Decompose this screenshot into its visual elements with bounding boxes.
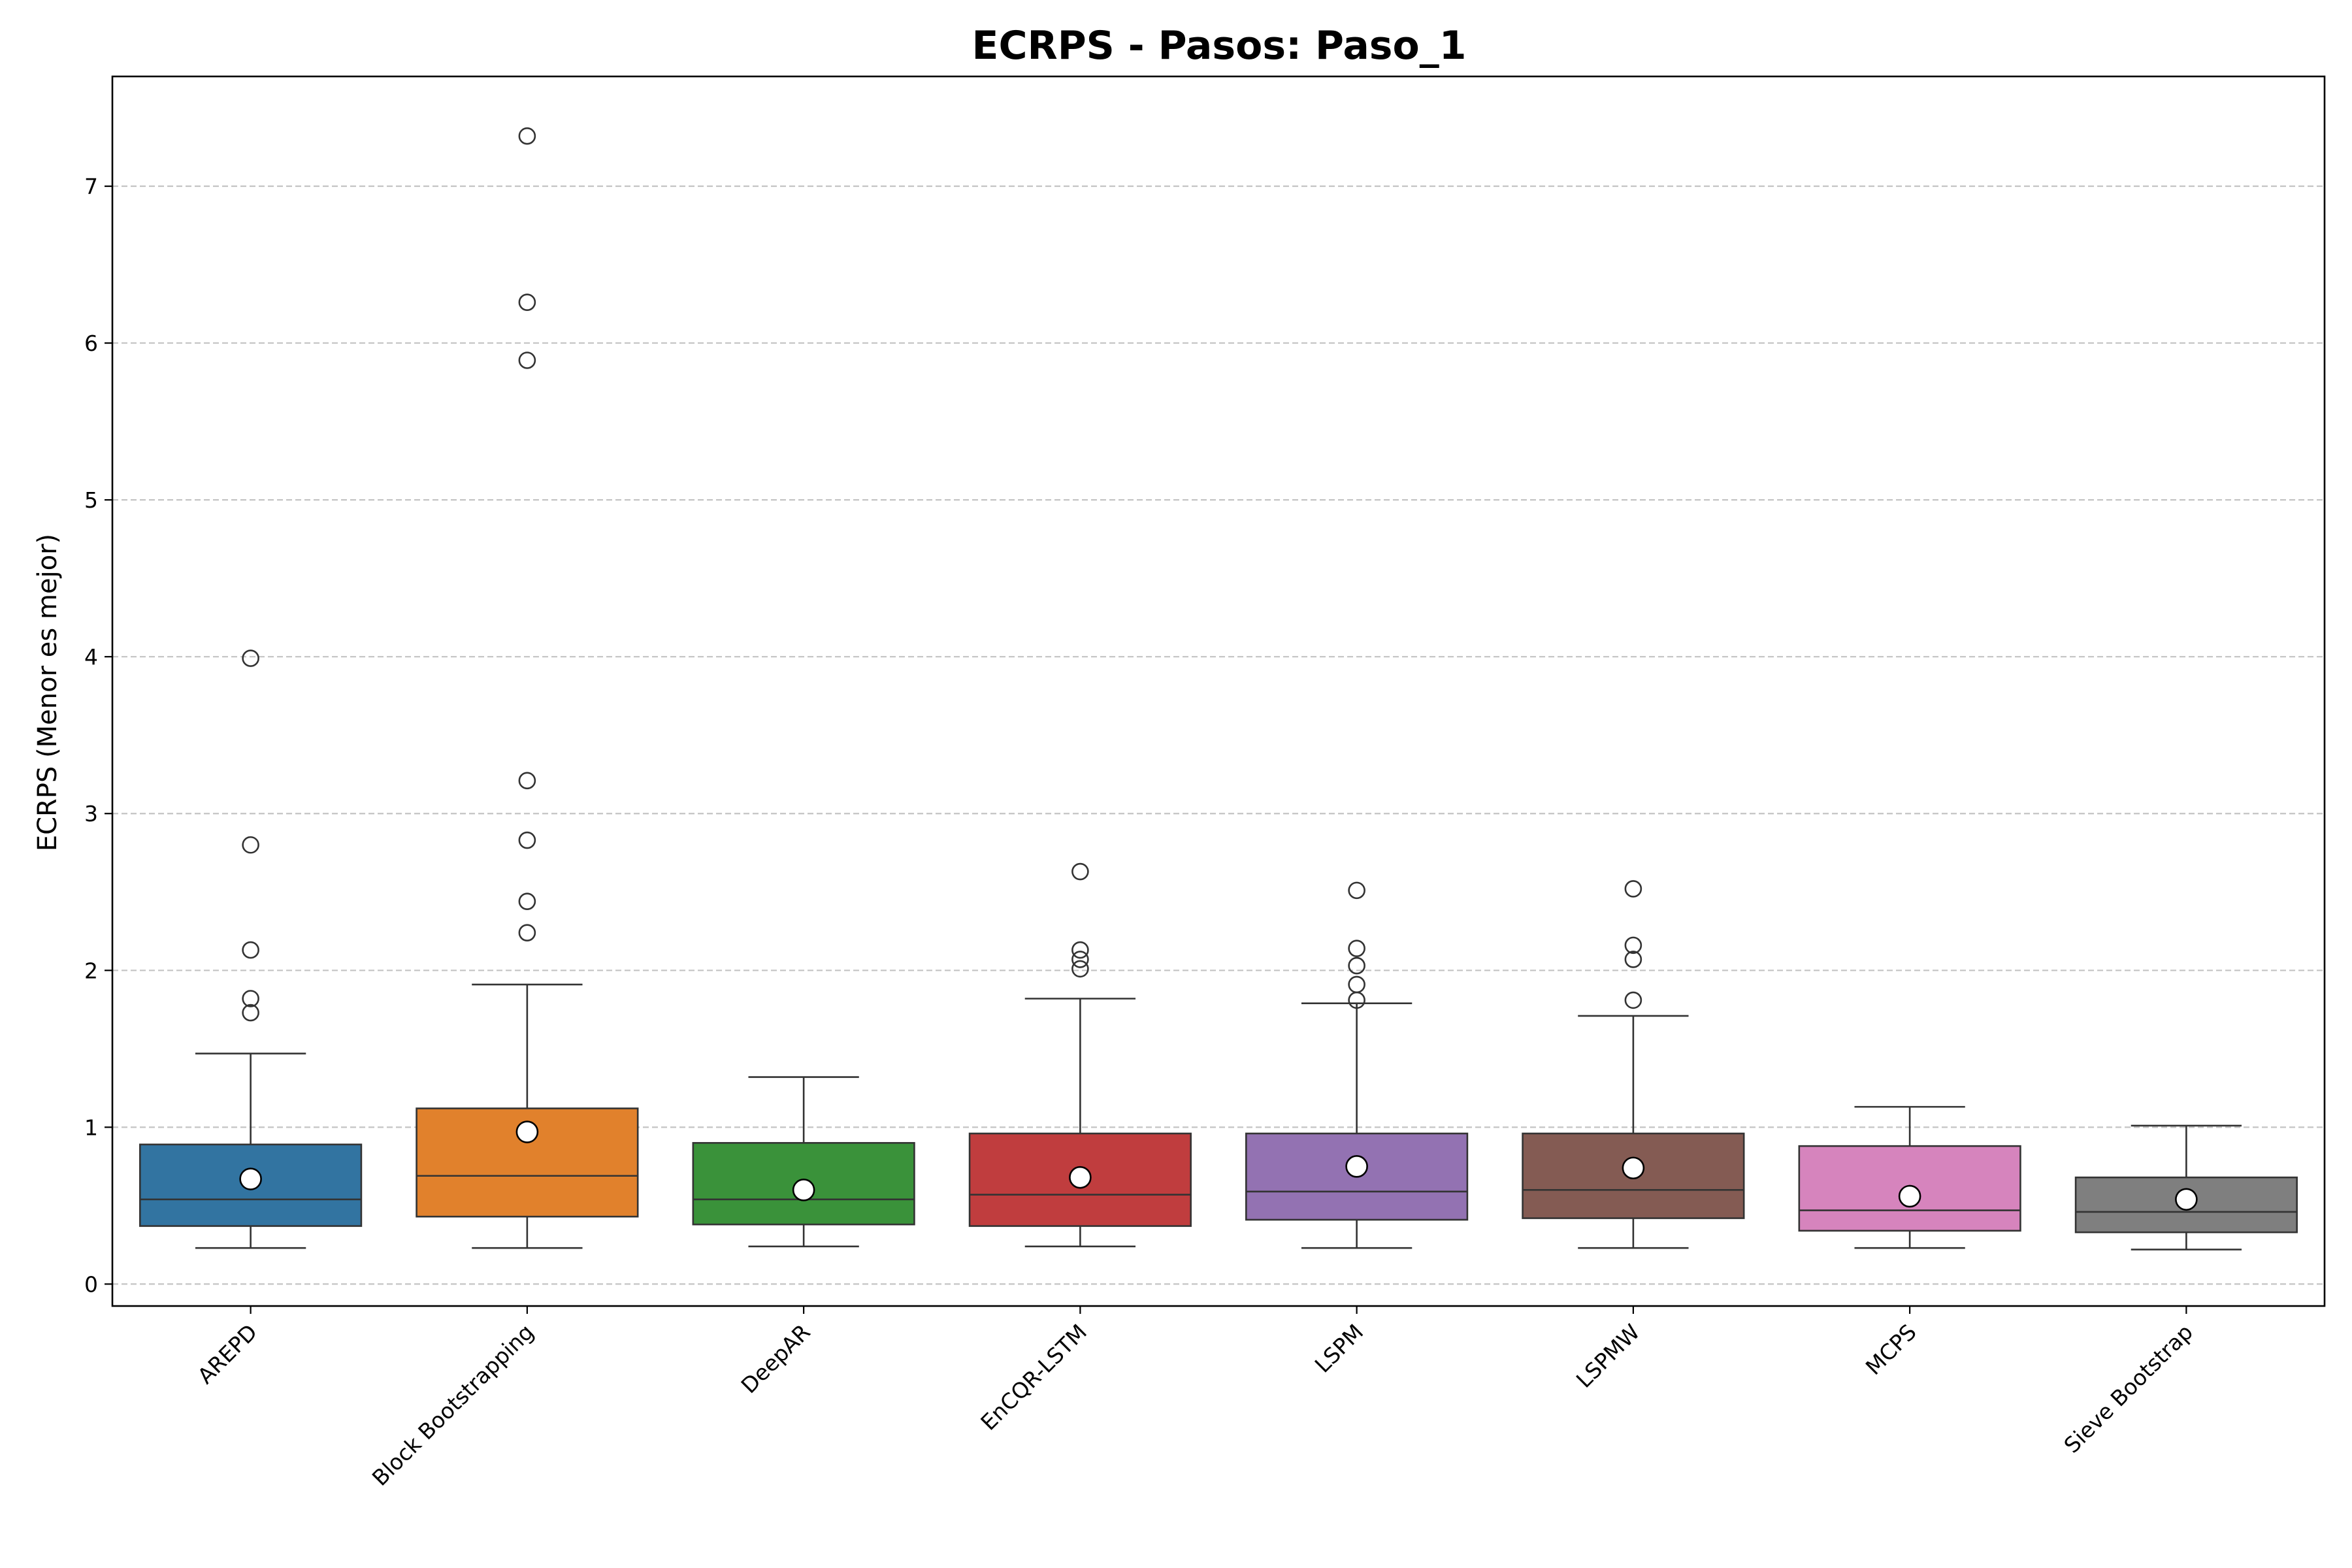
outlier-point: [242, 941, 259, 959]
box-lspm: [1245, 881, 1469, 1249]
plot-area-frame: [111, 75, 2326, 1307]
mean-marker: [239, 1168, 262, 1190]
outlier-point: [1624, 991, 1642, 1009]
box-sieve-bootstrap: [2074, 1124, 2298, 1250]
box-plots: [139, 127, 2298, 1250]
box-encqr-lstm: [968, 862, 1192, 1248]
mean-marker: [2175, 1188, 2198, 1211]
y-axis-label: ECRPS (Menor es mejor): [33, 534, 63, 851]
outlier-point: [1348, 939, 1365, 957]
outlier-point: [1348, 975, 1365, 994]
outlier-point: [518, 924, 536, 941]
outlier-point: [1071, 960, 1089, 978]
outlier-point: [1071, 862, 1089, 881]
y-tick-label: 4: [84, 644, 98, 670]
outlier-point: [242, 990, 259, 1007]
y-tick-label: 5: [84, 487, 98, 513]
outlier-point: [518, 127, 536, 145]
outlier-point: [242, 649, 259, 667]
chart-title: ECRPS - Pasos: Paso_1: [972, 23, 1466, 69]
mean-marker: [1345, 1155, 1368, 1178]
outlier-point: [1624, 936, 1642, 955]
y-tick-label: 2: [84, 958, 98, 983]
mean-marker: [515, 1120, 539, 1143]
outlier-point: [242, 836, 259, 854]
outlier-point: [1071, 951, 1089, 968]
y-tick-label: 0: [84, 1271, 98, 1297]
box-deepar: [692, 1076, 915, 1248]
box-block-bootstrapping: [416, 127, 639, 1249]
outlier-point: [1348, 956, 1365, 975]
mean-marker: [1898, 1184, 1921, 1208]
box-arepd: [139, 649, 363, 1249]
mean-marker: [792, 1179, 815, 1201]
mean-marker: [1622, 1156, 1645, 1180]
outlier-point: [518, 892, 536, 910]
y-tick-label: 6: [84, 331, 98, 356]
outlier-point: [518, 831, 536, 849]
box-lspmw: [1522, 880, 1745, 1249]
outlier-point: [242, 1004, 259, 1022]
outlier-point: [1071, 941, 1089, 959]
box-mcps: [1798, 1105, 2021, 1249]
outlier-point: [518, 351, 536, 369]
mean-marker: [1069, 1166, 1092, 1189]
y-tick-label: 3: [84, 801, 98, 826]
outlier-point: [518, 772, 536, 790]
outlier-point: [518, 293, 536, 311]
y-tick-label: 1: [84, 1115, 98, 1140]
outlier-point: [1624, 880, 1642, 898]
outlier-point: [1348, 881, 1365, 900]
y-tick-label: 7: [84, 174, 98, 199]
outlier-point: [1624, 951, 1642, 968]
